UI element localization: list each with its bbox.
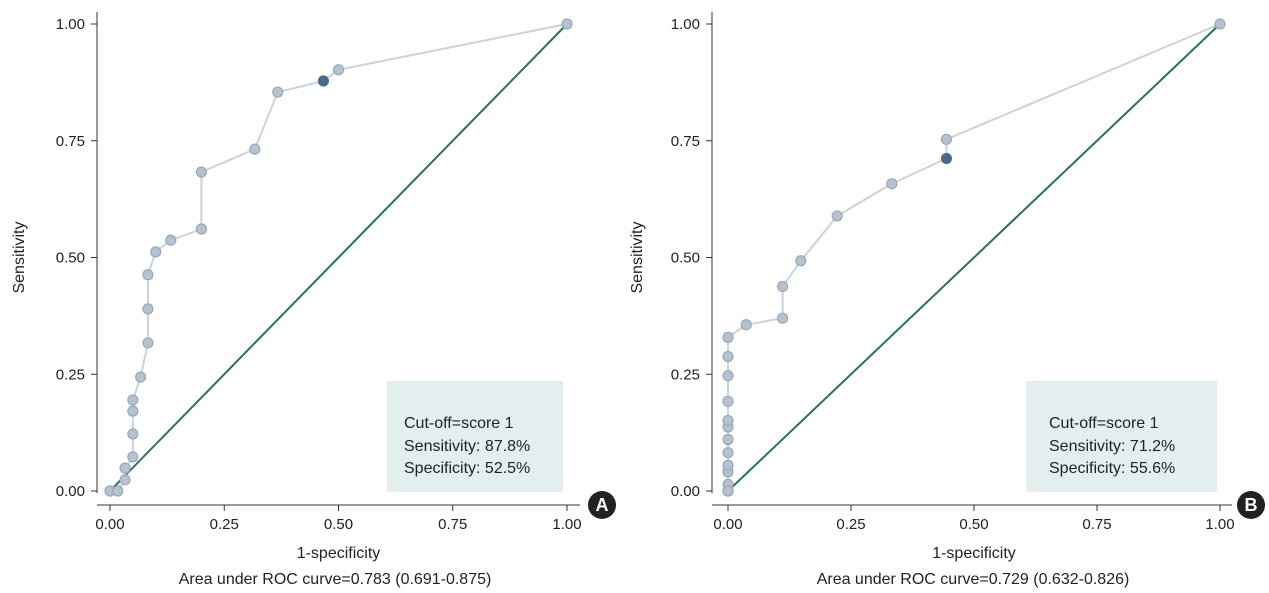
roc-point	[272, 86, 284, 98]
roc-point	[332, 64, 345, 76]
roc-point	[940, 133, 953, 145]
info-cutoff: Cut-off=score 1	[1049, 415, 1159, 432]
cutoff-info-box	[1026, 381, 1217, 492]
auc-caption: Area under ROC curve=0.783 (0.691-0.875)	[179, 571, 492, 588]
roc-point	[722, 331, 734, 343]
roc-point	[831, 210, 843, 222]
roc-point	[135, 371, 147, 383]
info-sensitivity: Sensitivity: 71.2%	[1049, 438, 1175, 455]
reference-diagonal	[727, 23, 1221, 492]
x-tick-label: 0.75	[438, 516, 467, 533]
roc-point	[722, 485, 734, 497]
roc-point	[886, 178, 898, 190]
info-specificity: Specificity: 55.6%	[1049, 460, 1175, 477]
info-sensitivity: Sensitivity: 87.8%	[404, 438, 530, 455]
x-tick-label: 1.00	[1205, 516, 1234, 533]
x-tick-label: 0.00	[713, 516, 742, 533]
roc-points	[722, 18, 1226, 497]
roc-point	[119, 462, 131, 474]
roc-point	[165, 234, 177, 246]
roc-point	[195, 166, 207, 178]
roc-point	[795, 255, 807, 267]
roc-panel-a: 0.00 0.25 0.50 0.75 1.00 0.00 0.25 0.50 0.75 1.00…	[11, 12, 616, 588]
roc-point	[722, 370, 734, 382]
info-cutoff: Cut-off=score 1	[404, 415, 514, 432]
info-specificity: Specificity: 52.5%	[404, 460, 530, 477]
panel-letter: B	[1245, 495, 1258, 515]
roc-points	[104, 18, 573, 497]
roc-point	[777, 280, 789, 293]
x-tick-label: 0.00	[95, 516, 124, 533]
y-tick-label: 0.75	[56, 133, 85, 150]
roc-point	[142, 269, 154, 281]
roc-point	[249, 143, 261, 155]
roc-point	[740, 319, 752, 331]
roc-point	[722, 459, 734, 471]
x-tick-label: 1.00	[552, 516, 581, 533]
y-tick-label: 1.00	[56, 16, 85, 33]
y-tick-label: 0.00	[671, 483, 700, 500]
auc-caption: Area under ROC curve=0.729 (0.632-0.826)	[817, 571, 1130, 588]
roc-point	[127, 428, 139, 440]
roc-point	[127, 394, 139, 406]
roc-point	[195, 223, 207, 235]
roc-point	[722, 395, 734, 407]
roc-point	[127, 405, 139, 417]
y-tick-label: 0.50	[671, 250, 700, 267]
cutoff-point	[940, 152, 952, 164]
x-axis-label: 1-specificity	[297, 545, 381, 562]
panel-letter-badge	[1237, 491, 1265, 519]
axis-ticks: 0.00 0.25 0.50 0.75 1.00 0.00 0.25 0.50 0.75 1.00	[671, 16, 1235, 533]
roc-panel-b: 0.00 0.25 0.50 0.75 1.00 0.00 0.25 0.50 0.75 1.00…	[629, 12, 1265, 588]
roc-point	[561, 18, 573, 30]
cutoff-point	[317, 75, 329, 87]
roc-point	[127, 451, 139, 463]
y-axis-label: Sensitivity	[629, 221, 646, 293]
roc-point	[722, 447, 734, 459]
roc-point	[142, 303, 154, 315]
y-tick-label: 0.50	[56, 250, 85, 267]
y-tick-label: 0.00	[56, 483, 85, 500]
roc-point	[722, 350, 734, 363]
reference-diagonal	[109, 23, 568, 492]
x-tick-label: 0.75	[1082, 516, 1111, 533]
axis-ticks: 0.00 0.25 0.50 0.75 1.00 0.00 0.25 0.50 0.75 1.00	[56, 16, 582, 533]
cutoff-info-box	[387, 381, 563, 492]
roc-point	[777, 312, 789, 324]
y-tick-label: 0.25	[671, 366, 700, 383]
roc-point	[722, 434, 734, 446]
y-tick-label: 1.00	[671, 16, 700, 33]
y-axis-label: Sensitivity	[11, 221, 28, 293]
x-tick-label: 0.25	[210, 516, 239, 533]
roc-point	[142, 337, 154, 349]
roc-point	[112, 485, 124, 497]
roc-point	[119, 474, 131, 486]
y-tick-label: 0.25	[56, 366, 85, 383]
panel-letter-badge	[588, 491, 616, 519]
roc-point	[1214, 18, 1226, 30]
x-tick-label: 0.50	[959, 516, 988, 533]
x-tick-label: 0.25	[836, 516, 865, 533]
x-axis-label: 1-specificity	[932, 545, 1016, 562]
roc-point	[722, 414, 734, 427]
x-tick-label: 0.50	[324, 516, 353, 533]
y-tick-label: 0.75	[671, 133, 700, 150]
roc-point	[150, 246, 162, 258]
panel-letter: A	[596, 495, 609, 515]
